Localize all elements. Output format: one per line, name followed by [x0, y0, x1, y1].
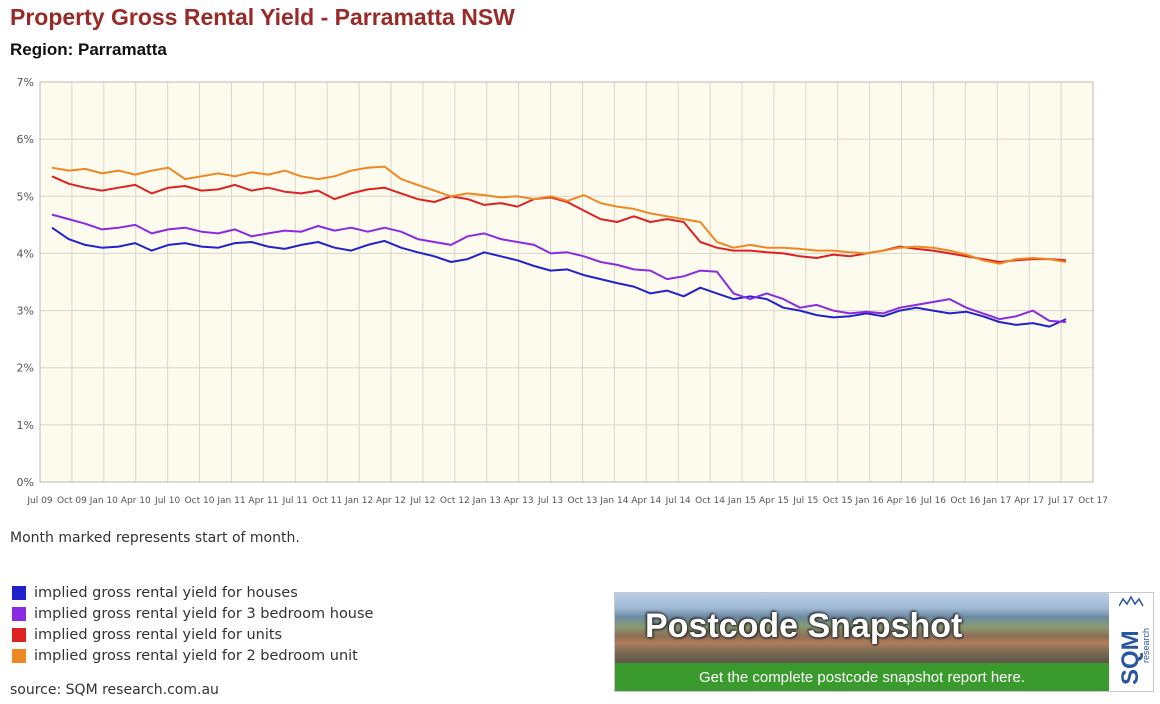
- y-tick-labels: 0% 1% 2% 3% 4% 5% 6% 7%: [17, 76, 34, 489]
- x-tick-label: Oct 14: [695, 496, 725, 506]
- legend-item: implied gross rental yield for 2 bedroom…: [12, 645, 373, 666]
- chart-title: Property Gross Rental Yield - Parramatta…: [10, 4, 515, 30]
- y-tick-label: 0%: [17, 476, 34, 489]
- x-tick-label: Oct 12: [440, 496, 470, 506]
- legend-label: implied gross rental yield for 2 bedroom…: [34, 647, 358, 664]
- month-note: Month marked represents start of month.: [10, 530, 300, 546]
- x-tick-label: Oct 10: [185, 496, 215, 506]
- x-gridlines: [39, 82, 1094, 482]
- plot-area: [40, 82, 1093, 482]
- series-line: [51, 213, 1067, 323]
- axes: [39, 81, 1094, 483]
- legend-item: implied gross rental yield for units: [12, 624, 373, 645]
- series-line: [51, 226, 1067, 328]
- plot-background: [40, 82, 1093, 482]
- x-tick-label: Jul 11: [282, 496, 308, 506]
- plot-frame: [39, 81, 1094, 483]
- sqm-logo-text: SQM: [1117, 630, 1144, 685]
- x-tick-label: Apr 10: [121, 496, 151, 506]
- x-tick-label: Apr 13: [504, 496, 534, 506]
- x-tick-label: Jan 11: [216, 496, 245, 506]
- x-tick-label: Jul 16: [920, 496, 946, 506]
- x-tick-label: Jul 09: [26, 496, 52, 506]
- y-tick-label: 5%: [17, 190, 34, 203]
- legend-swatch: [12, 648, 26, 663]
- x-tick-label: Jul 10: [154, 496, 180, 506]
- y-tick-label: 1%: [17, 419, 34, 432]
- banner-headline: Postcode Snapshot: [645, 607, 963, 645]
- legend-label: implied gross rental yield for 3 bedroom…: [34, 605, 374, 622]
- y-tick-label: 4%: [17, 247, 34, 260]
- y-tick-label: 3%: [17, 305, 34, 318]
- sqm-logo: research SQM: [1109, 593, 1153, 691]
- x-tick-label: Jul 12: [409, 496, 435, 506]
- x-tick-label: Jul 17: [1048, 496, 1074, 506]
- region-subtitle: Region: Parramatta: [10, 40, 167, 59]
- x-tick-label: Jan 10: [89, 496, 118, 506]
- legend-label: implied gross rental yield for units: [34, 626, 283, 643]
- y-tick-label: 7%: [17, 76, 34, 89]
- x-tick-label: Oct 17: [1078, 496, 1108, 506]
- x-tick-label: Jan 17: [982, 496, 1011, 506]
- line-chart: 0%1%2%3%4%5%6%7% Jul 09 Oct 09 Jan 10 Apr 1…: [17, 76, 1108, 506]
- legend-swatch: [12, 606, 26, 621]
- legend-item: implied gross rental yield for 3 bedroom…: [12, 603, 373, 624]
- x-tick-label: Jan 13: [472, 496, 501, 506]
- x-tick-label: Jul 14: [665, 496, 691, 506]
- signal-wave-icon: [1119, 595, 1144, 607]
- x-tick-labels: Jul 09 Oct 09 Jan 10 Apr 10 Jul 10 Oct 10 Jan …: [26, 496, 1108, 506]
- y-tick-label: 2%: [17, 362, 34, 375]
- legend-item: implied gross rental yield for houses: [12, 582, 373, 603]
- x-tick-label: Oct 15: [823, 496, 853, 506]
- series-line: [51, 165, 1067, 265]
- x-tick-label: Oct 11: [312, 496, 342, 506]
- x-tick-label: Jan 16: [855, 496, 884, 506]
- source-credit: source: SQM research.com.au: [10, 682, 219, 698]
- x-tick-label: Jan 15: [727, 496, 756, 506]
- x-tick-label: Apr 11: [248, 496, 278, 506]
- x-tick-label: Jan 12: [344, 496, 373, 506]
- legend-swatch: [12, 585, 26, 600]
- x-tick-label: Jan 14: [599, 496, 628, 506]
- x-tick-label: Apr 12: [376, 496, 406, 506]
- city-photo: [615, 593, 1109, 663]
- x-tick-label: Apr 16: [887, 496, 917, 506]
- x-tick-label: Jul 13: [537, 496, 563, 506]
- x-tick-label: Oct 09: [57, 496, 87, 506]
- legend-label: implied gross rental yield for houses: [34, 584, 298, 601]
- legend-swatch: [12, 627, 26, 642]
- x-tick-label: Oct 13: [568, 496, 598, 506]
- x-tick-label: Apr 17: [1014, 496, 1044, 506]
- x-tick-label: Apr 14: [631, 496, 661, 506]
- x-tick-label: Oct 16: [950, 496, 980, 506]
- postcode-snapshot-banner[interactable]: Postcode Snapshot Get the complete postc…: [614, 592, 1154, 692]
- legend: implied gross rental yield for houses imp…: [12, 582, 373, 666]
- x-tick-label: Jul 15: [792, 496, 818, 506]
- x-tick-label: Apr 15: [759, 496, 789, 506]
- series-lines: [51, 165, 1067, 328]
- banner-cta-link[interactable]: Get the complete postcode snapshot repor…: [615, 663, 1109, 691]
- y-tick-label: 6%: [17, 133, 34, 146]
